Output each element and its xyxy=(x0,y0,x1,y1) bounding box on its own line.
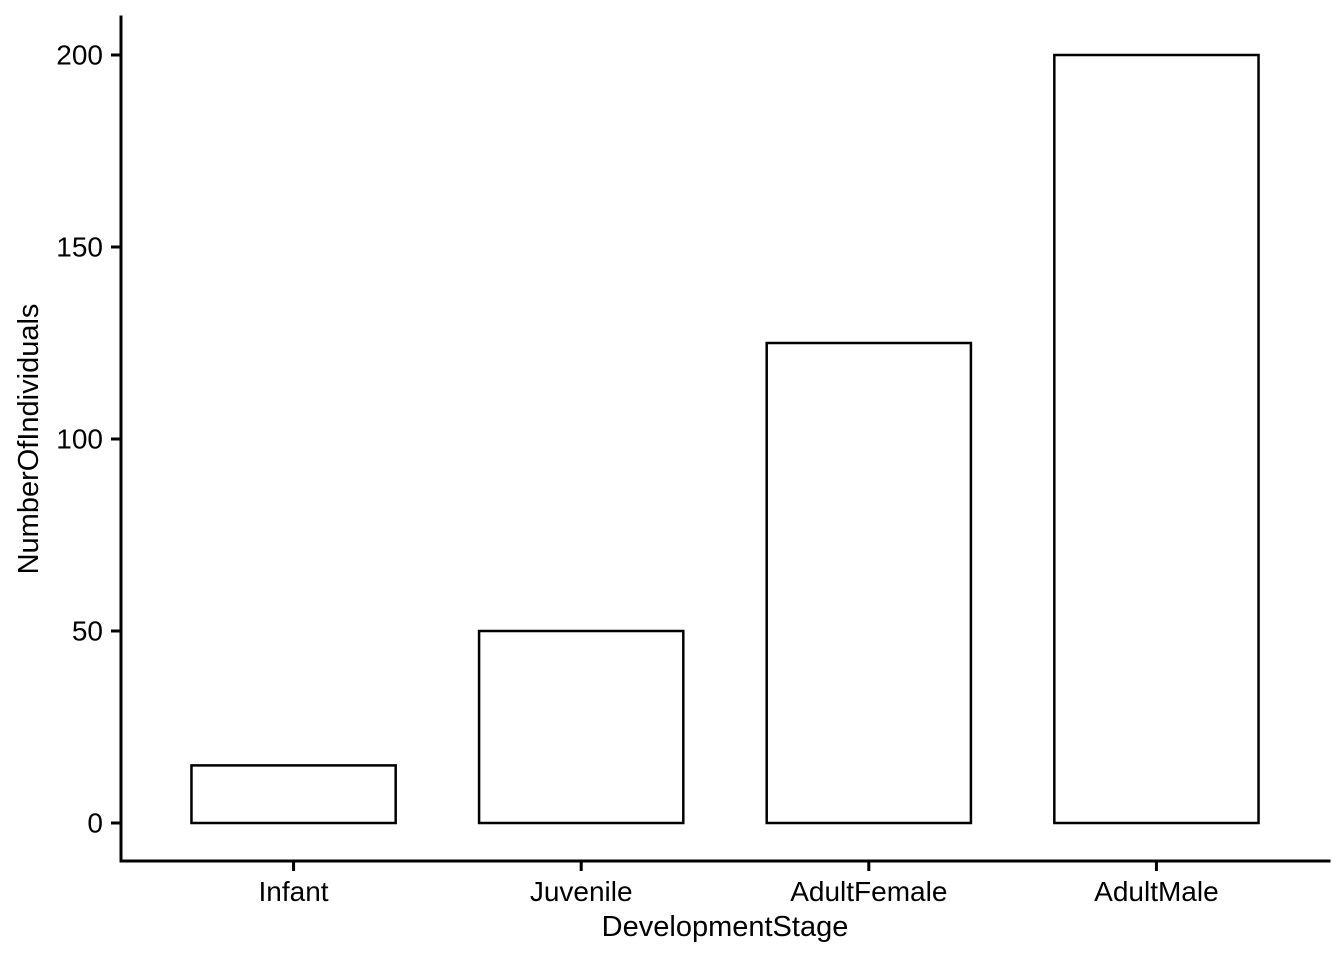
y-tick-label: 0 xyxy=(87,808,103,839)
y-tick-label: 50 xyxy=(72,616,103,647)
y-tick-label: 150 xyxy=(56,232,103,263)
y-axis-title: NumberOfIndividuals xyxy=(13,304,45,575)
bar-juvenile xyxy=(477,629,685,825)
bar-adultfemale xyxy=(765,341,973,825)
bar-adultmale xyxy=(1053,53,1260,825)
x-tick-label-infant: Infant xyxy=(259,876,329,907)
x-tick-label-adultmale: AdultMale xyxy=(1094,876,1219,907)
x-tick-label-adultfemale: AdultFemale xyxy=(790,876,947,907)
y-tick-labels-group: 0 50 100 150 200 xyxy=(56,40,121,839)
x-axis-title: DevelopmentStage xyxy=(602,911,849,943)
x-tick-label-juvenile: Juvenile xyxy=(530,876,633,907)
y-tick-label: 100 xyxy=(56,424,103,455)
bars-group xyxy=(190,53,1260,825)
bar-infant xyxy=(190,764,397,825)
y-tick-label: 200 xyxy=(56,40,103,71)
x-tick-labels-group: Infant Juvenile AdultFemale AdultMale xyxy=(259,861,1219,907)
